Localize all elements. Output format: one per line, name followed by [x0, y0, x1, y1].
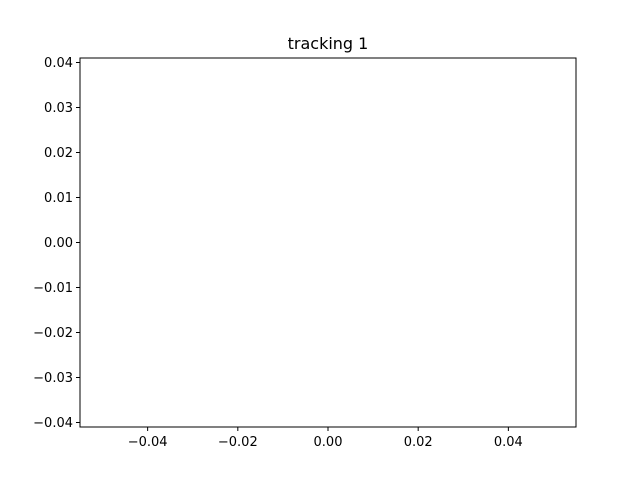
- x-tick-label: 0.02: [404, 435, 433, 450]
- y-tick-label: −0.02: [33, 326, 73, 341]
- y-tick-label: 0.03: [44, 101, 73, 116]
- y-tick-label: −0.01: [33, 281, 73, 296]
- y-tick-label: −0.04: [33, 416, 73, 431]
- x-tick-label: 0.04: [494, 435, 523, 450]
- x-axis-ticks: −0.04 −0.02 0.00 0.02 0.04: [128, 427, 523, 450]
- y-tick-label: 0.00: [44, 236, 73, 251]
- x-tick-label: −0.04: [128, 435, 168, 450]
- y-axis-ticks: −0.04 −0.03 −0.02 −0.01 0.00 0.01 0.02 0.03 0.04: [33, 56, 80, 431]
- x-tick-label: −0.02: [218, 435, 258, 450]
- y-tick-label: 0.01: [44, 191, 73, 206]
- y-tick-label: 0.04: [44, 56, 73, 71]
- y-tick-label: 0.02: [44, 146, 73, 161]
- y-tick-label: −0.03: [33, 371, 73, 386]
- chart-title: tracking 1: [288, 34, 369, 53]
- x-tick-label: 0.00: [314, 435, 343, 450]
